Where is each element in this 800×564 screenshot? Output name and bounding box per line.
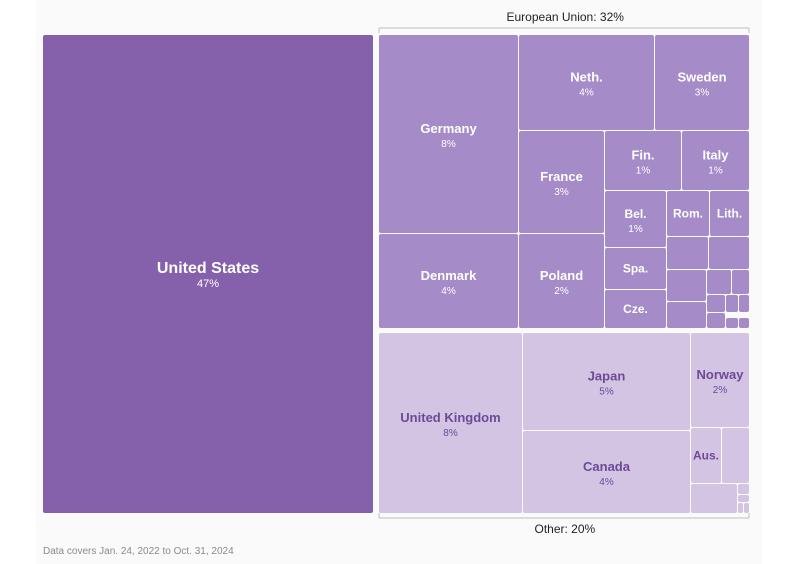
tile-value-germany: 8% bbox=[441, 139, 456, 150]
treemap-tile-small bbox=[726, 318, 738, 328]
tile-label-denmark: Denmark bbox=[421, 268, 477, 283]
tile-value-canada: 4% bbox=[599, 477, 614, 488]
tile-spa bbox=[605, 248, 666, 289]
other-group-label: Other: 20% bbox=[534, 522, 596, 536]
tile-canada bbox=[523, 431, 690, 513]
tile-italy bbox=[682, 131, 749, 190]
tile-value-japan: 5% bbox=[599, 387, 614, 398]
tile-label-lith: Lith. bbox=[717, 207, 742, 221]
tile-rom bbox=[667, 191, 709, 236]
tile-label-cze: Cze. bbox=[623, 302, 648, 316]
treemap-tile-small bbox=[738, 484, 749, 494]
tile-united-kingdom bbox=[379, 333, 522, 513]
treemap-tile-small bbox=[722, 428, 749, 483]
tile-label-norway: Norway bbox=[697, 367, 745, 382]
tile-value-neth: 4% bbox=[579, 88, 594, 99]
tile-label-rom: Rom. bbox=[673, 207, 703, 221]
treemap-tile-small bbox=[707, 270, 731, 294]
tile-label-france: France bbox=[540, 169, 583, 184]
treemap-tile-small bbox=[732, 270, 749, 294]
treemap-tile-small bbox=[667, 302, 706, 328]
tile-label-sweden: Sweden bbox=[677, 70, 726, 85]
treemap-tile-small bbox=[691, 484, 737, 513]
tile-label-japan: Japan bbox=[588, 369, 626, 384]
tile-value-sweden: 3% bbox=[695, 88, 710, 99]
tile-label-fin: Fin. bbox=[631, 148, 654, 163]
tile-label-united-states: United States bbox=[157, 260, 259, 277]
tile-lith bbox=[710, 191, 749, 236]
tile-fin bbox=[605, 131, 681, 190]
treemap-tile-small bbox=[707, 313, 725, 328]
tile-poland bbox=[519, 234, 604, 328]
tile-united-states bbox=[43, 35, 373, 513]
tile-neth bbox=[519, 35, 654, 130]
tile-label-aus: Aus. bbox=[693, 449, 719, 463]
treemap-tile-small bbox=[667, 237, 708, 269]
tile-label-canada: Canada bbox=[583, 459, 631, 474]
treemap-tile-small bbox=[738, 503, 743, 513]
tile-value-bel: 1% bbox=[628, 224, 643, 235]
tile-value-denmark: 4% bbox=[441, 286, 456, 297]
tile-sweden bbox=[655, 35, 749, 130]
tile-value-france: 3% bbox=[554, 187, 569, 198]
tile-label-bel: Bel. bbox=[624, 207, 646, 221]
tile-norway bbox=[691, 333, 749, 427]
treemap-tile-small bbox=[738, 495, 749, 502]
tile-germany bbox=[379, 35, 518, 233]
tile-value-united-states: 47% bbox=[197, 278, 219, 290]
tile-cze bbox=[605, 290, 666, 328]
tile-aus bbox=[691, 428, 721, 483]
tile-label-neth: Neth. bbox=[570, 70, 603, 85]
tile-denmark bbox=[379, 234, 518, 328]
treemap-tile-small bbox=[739, 295, 749, 312]
treemap-tile-small bbox=[709, 237, 749, 269]
tile-label-spa: Spa. bbox=[623, 262, 648, 276]
tile-label-poland: Poland bbox=[540, 268, 583, 283]
tile-bel bbox=[605, 191, 666, 247]
footnote: Data covers Jan. 24, 2022 to Oct. 31, 20… bbox=[43, 546, 234, 557]
tile-value-norway: 2% bbox=[713, 385, 728, 396]
tile-label-italy: Italy bbox=[702, 148, 729, 163]
tile-value-united-kingdom: 8% bbox=[443, 428, 458, 439]
tile-value-fin: 1% bbox=[636, 166, 651, 177]
tile-japan bbox=[523, 333, 690, 430]
treemap-tile-small bbox=[707, 295, 725, 312]
tile-label-united-kingdom: United Kingdom bbox=[400, 410, 500, 425]
treemap-tile-small bbox=[739, 318, 749, 328]
tile-value-poland: 2% bbox=[554, 286, 569, 297]
treemap-tile-small bbox=[667, 270, 706, 301]
tile-value-italy: 1% bbox=[708, 166, 723, 177]
tile-france bbox=[519, 131, 604, 233]
treemap-tile-small bbox=[726, 295, 738, 312]
eu-group-label: European Union: 32% bbox=[506, 10, 624, 24]
treemap-tile-small bbox=[744, 503, 749, 513]
tile-label-germany: Germany bbox=[420, 121, 477, 136]
